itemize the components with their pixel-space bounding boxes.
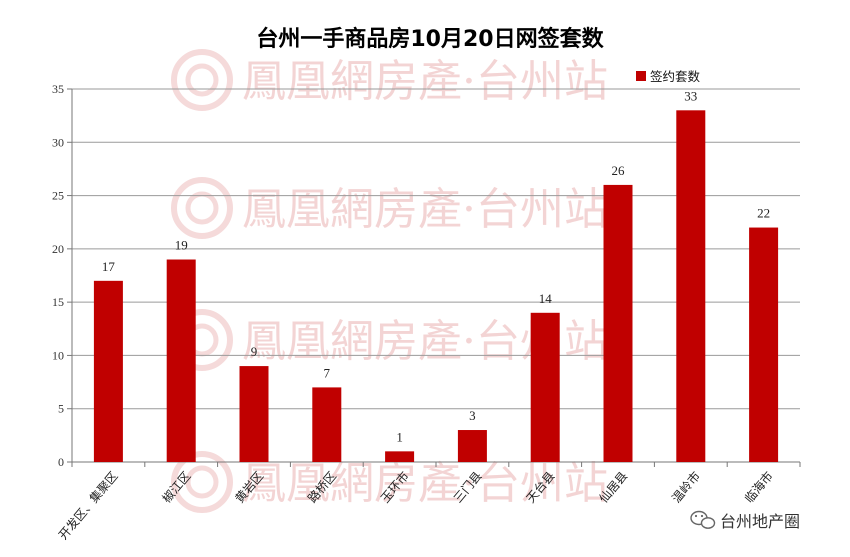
data-label: 22 [757, 206, 770, 221]
legend-label: 签约套数 [650, 69, 701, 84]
data-labels: 17 19 9 7 1 3 14 26 33 22 [102, 88, 770, 444]
data-label: 1 [396, 429, 403, 444]
data-label: 14 [539, 291, 553, 306]
bar [603, 184, 633, 462]
data-label: 33 [684, 88, 697, 103]
brand-name: 台州地产圈 [720, 512, 800, 531]
y-tick-label: 25 [52, 189, 64, 203]
data-label: 26 [612, 163, 626, 178]
data-label: 7 [324, 365, 331, 380]
data-label: 17 [102, 259, 116, 274]
data-label: 9 [251, 344, 258, 359]
y-tick-label: 15 [52, 295, 64, 309]
bar [385, 451, 415, 462]
watermark-text: 鳳凰網房產·台州站 [242, 184, 608, 235]
y-axis-ticks: 0 5 10 15 20 25 30 35 [52, 82, 72, 469]
x-tick-label: 临海市 [741, 468, 776, 505]
y-tick-label: 20 [52, 242, 64, 256]
legend-swatch [636, 71, 646, 81]
bar [749, 227, 779, 462]
x-tick-label: 温岭市 [668, 468, 703, 505]
bar [676, 110, 706, 463]
brand-badge: 台州地产圈 [690, 510, 800, 531]
y-tick-label: 30 [52, 135, 64, 149]
y-tick-label: 5 [58, 402, 64, 416]
bar [457, 430, 487, 462]
bar [239, 366, 269, 462]
y-tick-label: 0 [58, 455, 64, 469]
x-tick-label: 开发区、集聚区 [55, 468, 120, 542]
bar [312, 387, 342, 462]
wechat-icon [690, 510, 716, 529]
chart-title: 台州一手商品房10月20日网签套数 [256, 26, 604, 52]
legend: 签约套数 [636, 69, 701, 84]
bar [166, 259, 196, 462]
y-tick-label: 35 [52, 82, 64, 96]
bar [530, 312, 560, 462]
watermark: 鳳凰網房產·台州站 [171, 49, 608, 111]
data-label: 3 [469, 408, 476, 423]
watermark-text: 鳳凰網房產·台州站 [242, 56, 608, 107]
bars [93, 110, 779, 463]
watermark: 鳳凰網房產·台州站 [171, 177, 608, 239]
data-label: 19 [175, 238, 188, 253]
y-tick-label: 10 [52, 348, 64, 362]
bar [93, 280, 123, 462]
watermark: 鳳凰網房產·台州站 [171, 451, 608, 513]
watermark-text: 鳳凰網房產·台州站 [242, 458, 608, 509]
